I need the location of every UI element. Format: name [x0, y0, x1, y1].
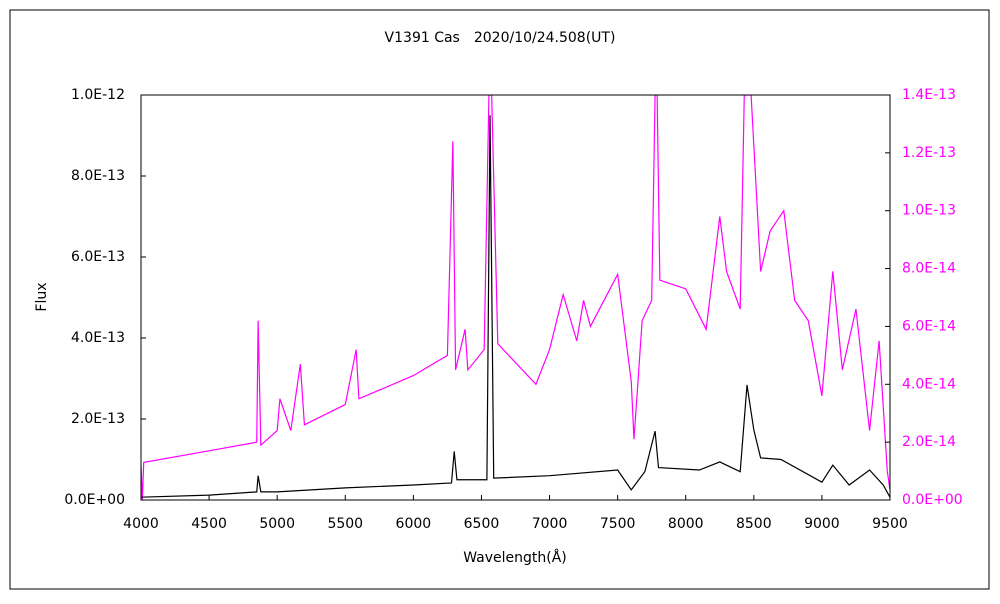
y2-tick-label: 1.4E-13	[902, 87, 956, 103]
x-tick-label: 4000	[123, 516, 159, 532]
y-tick-label: 6.0E-13	[71, 249, 125, 265]
x-tick-label: 7000	[532, 516, 568, 532]
x-tick-label: 6000	[396, 516, 432, 532]
x-tick-label: 6500	[464, 516, 500, 532]
plot-area	[141, 95, 890, 500]
x-tick-label: 7500	[600, 516, 636, 532]
y2-tick-label: 1.2E-13	[902, 145, 956, 161]
x-tick-label: 4500	[191, 516, 227, 532]
x-tick-label: 5000	[259, 516, 295, 532]
y-axis-label: Flux	[34, 282, 50, 311]
x-tick-label: 8000	[668, 516, 704, 532]
y2-tick-label: 8.0E-14	[902, 261, 956, 277]
x-tick-label: 9000	[804, 516, 840, 532]
y2-tick-label: 2.0E-14	[902, 434, 956, 450]
y-tick-label: 2.0E-13	[71, 411, 125, 427]
y-tick-label: 8.0E-13	[71, 168, 125, 184]
y2-tick-label: 1.0E-13	[902, 203, 956, 219]
y2-tick-label: 6.0E-14	[902, 318, 956, 334]
x-tick-label: 9500	[872, 516, 908, 532]
y2-tick-label: 0.0E+00	[902, 492, 963, 508]
y2-tick-label: 4.0E-14	[902, 376, 956, 392]
y-tick-label: 1.0E-12	[71, 87, 125, 103]
x-axis-label: Wavelength(Å)	[463, 549, 567, 566]
chart-title: V1391 Cas 2020/10/24.508(UT)	[385, 30, 616, 46]
x-tick-label: 8500	[736, 516, 772, 532]
y-tick-label: 0.0E+00	[64, 492, 125, 508]
y-tick-label: 4.0E-13	[71, 330, 125, 346]
series-line	[141, 95, 890, 500]
plot-border	[140, 94, 891, 501]
x-tick-label: 5500	[327, 516, 363, 532]
chart-frame	[9, 9, 990, 590]
series-line	[141, 115, 890, 498]
